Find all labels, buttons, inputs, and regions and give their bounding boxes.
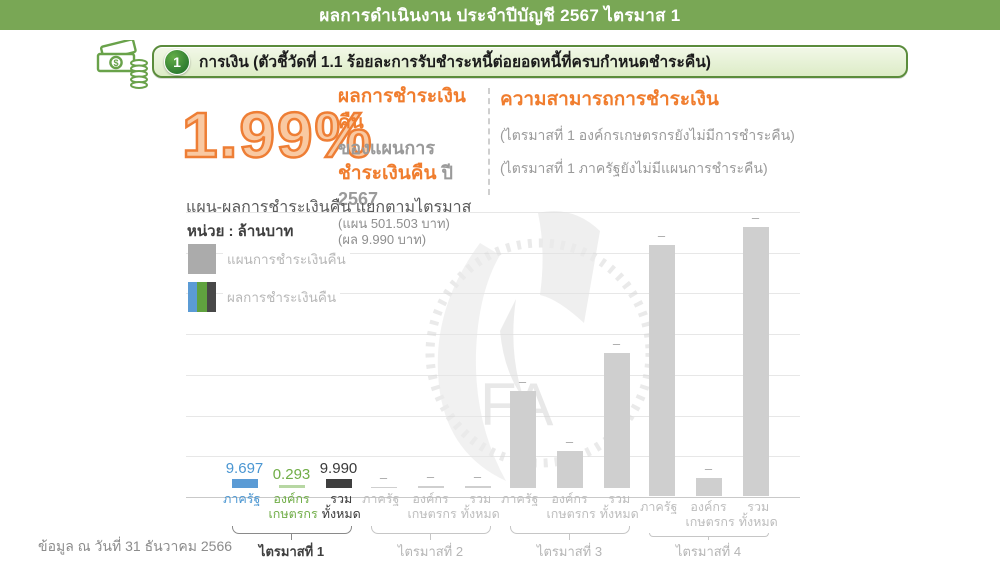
bar: [742, 227, 769, 496]
legend-item-plan: แผนการชำระเงินคืน: [188, 244, 350, 274]
summary-subtitle-line2: ชำระเงินคืน ปี 2567: [338, 163, 453, 210]
quarter-label: ไตรมาสที่ 2: [397, 544, 464, 559]
indicator-label: การเงิน (ตัวชี้วัดที่ 1.1 ร้อยละการรับชำ…: [199, 54, 711, 71]
bar-value-label: –: [751, 210, 760, 225]
repayment-summary-block: ผลการชำระเงินคืน ของแผนการ ชำระเงินคืน ป…: [338, 84, 483, 249]
quarter-bracket-stem: [708, 537, 709, 540]
bar-axis-label: รวม ทั้งหมด: [599, 492, 639, 522]
capability-note-1: (ไตรมาสที่ 1 องค์กรเกษตรกรยังไม่มีการชำร…: [500, 127, 795, 143]
bar-value-label: –: [565, 434, 574, 450]
bar-slot: –: [503, 374, 543, 489]
legend-label-plan: แผนการชำระเงินคืน: [223, 247, 350, 271]
repayment-percent-value: 1.99%: [181, 98, 374, 173]
legend-label-result: ผลการชำระเงินคืน: [223, 285, 341, 309]
bar-value-label: 9.990: [319, 460, 358, 478]
bar-axis-label: ภาครัฐ: [501, 492, 539, 507]
quarter-bracket: [370, 526, 491, 535]
bar: [231, 479, 258, 489]
bar-axis-label: รวม ทั้งหมด: [321, 492, 361, 522]
bar-axis-label: องค์กร เกษตรกร: [268, 492, 318, 522]
bar-slot: –: [642, 228, 682, 496]
bar-value-label: 9.697: [225, 460, 264, 478]
bar-axis-label: ภาครัฐ: [640, 500, 678, 514]
bar-axis-label: ภาครัฐ: [362, 492, 400, 507]
legend-item-result: ผลการชำระเงินคืน: [188, 282, 350, 312]
quarter-label: ไตรมาสที่ 4: [675, 544, 742, 559]
bar-value-label: –: [473, 469, 482, 485]
bar-slot: –: [550, 434, 590, 489]
result-amount-note: (ผล 9.990 บาท): [338, 232, 427, 248]
chart-legend: แผนการชำระเงินคืน ผลการชำระเงินคืน: [188, 244, 350, 320]
quarter-bracket-stem: [430, 534, 431, 540]
result-swatch: [188, 282, 216, 312]
summary-title: ผลการชำระเงินคืน: [338, 86, 466, 134]
bar: [370, 487, 397, 489]
bar-value-label: –: [657, 228, 666, 243]
page-title: ผลการดำเนินงาน ประจำปีบัญชี 2567 ไตรมาส …: [319, 5, 681, 25]
bar: [417, 486, 444, 489]
chart-title: แผน-ผลการชำระเงินคืน แยกตามไตรมาส: [186, 199, 472, 216]
chart-bar-groups: 9.697 0.293 9.990 ภาครัฐ องค์กร เกษตรกร รวม ทั้…: [222, 210, 778, 562]
bar: [603, 353, 630, 489]
quarter-bracket: [648, 533, 769, 538]
bar-value-label: –: [518, 374, 527, 390]
quarter-label: ไตรมาสที่ 3: [536, 544, 603, 559]
bar-slot: –: [458, 469, 498, 489]
result-swatch-green: [197, 282, 207, 312]
bar-slot: 9.697: [225, 460, 265, 489]
bar-axis-label: องค์กร เกษตรกร: [546, 492, 596, 522]
vertical-dashed-divider: [488, 88, 490, 195]
bar-axis-label: รวม ทั้งหมด: [738, 500, 778, 529]
bar-axis-label: ภาครัฐ: [223, 492, 261, 507]
result-swatch-blue: [188, 282, 198, 312]
quarter-bracket: [509, 526, 630, 535]
result-swatch-dark: [206, 282, 216, 312]
header-bar: ผลการดำเนินงาน ประจำปีบัญชี 2567 ไตรมาส …: [0, 0, 1000, 30]
bar-value-label: –: [426, 469, 435, 485]
bar-axis-label: องค์กร เกษตรกร: [407, 492, 457, 522]
quarter-label: ไตรมาสที่ 1: [258, 544, 325, 559]
bar: [648, 245, 675, 496]
bar-slot: –: [689, 461, 729, 496]
bar: [464, 486, 491, 489]
bar-value-label: –: [704, 461, 713, 476]
capability-note-2: (ไตรมาสที่ 1 ภาครัฐยังไม่มีแผนการชำระคืน…: [500, 160, 768, 176]
capability-block: ความสามารถการชำระเงิน (ไตรมาสที่ 1 องค์ก…: [500, 84, 900, 180]
bar: [325, 479, 352, 489]
bar-axis-label: องค์กร เกษตรกร: [685, 500, 735, 529]
quarter-group: – – – ภาครัฐ องค์กร เกษตรกร รวม ทั้งหมดไตรมาสที…: [361, 210, 500, 562]
quarter-bracket: [231, 526, 352, 535]
bar-slot: 9.990: [319, 460, 359, 489]
x-axis-line: [186, 497, 800, 498]
plan-swatch: [188, 244, 216, 274]
bar-axis-label: รวม ทั้งหมด: [460, 492, 500, 522]
quarter-bracket-stem: [291, 534, 292, 540]
bar-slot: –: [736, 210, 776, 496]
bar: [695, 478, 722, 496]
plan-amount-note: (แผน 501.503 บาท): [338, 215, 450, 231]
bar: [556, 451, 583, 489]
capability-title: ความสามารถการชำระเงิน: [500, 89, 719, 110]
bar: [509, 391, 536, 489]
summary-subtitle-line1: ของแผนการ: [338, 138, 436, 159]
svg-text:$: $: [113, 58, 118, 68]
indicator-box: 1 การเงิน (ตัวชี้วัดที่ 1.1 ร้อยละการรับ…: [152, 45, 908, 78]
quarter-group: – – – ภาครัฐ องค์กร เกษตรกร รวม ทั้งหมดไตรมาสที…: [500, 210, 639, 562]
gridline: [186, 212, 800, 213]
data-as-of-note: ข้อมูล ณ วันที่ 31 ธันวาคม 2566: [38, 538, 233, 554]
bar-slot: –: [597, 336, 637, 489]
bar: [278, 485, 305, 489]
money-icon: $: [96, 40, 148, 89]
bar-slot: –: [364, 470, 404, 489]
bar-value-label: 0.293: [272, 466, 311, 484]
bar-value-label: –: [379, 470, 388, 486]
bar-value-label: –: [612, 336, 621, 352]
quarter-bracket-stem: [569, 534, 570, 540]
bar-slot: 0.293: [272, 466, 312, 489]
bar-slot: –: [411, 469, 451, 489]
indicator-number-badge: 1: [164, 48, 190, 75]
quarter-group: 9.697 0.293 9.990 ภาครัฐ องค์กร เกษตรกร รวม ทั้…: [222, 210, 361, 562]
chart-unit-label: หน่วย : ล้านบาท: [187, 219, 300, 243]
quarter-group: – – – ภาครัฐ องค์กร เกษตรกร รวม ทั้งหมดไตรมาสที…: [639, 210, 778, 562]
